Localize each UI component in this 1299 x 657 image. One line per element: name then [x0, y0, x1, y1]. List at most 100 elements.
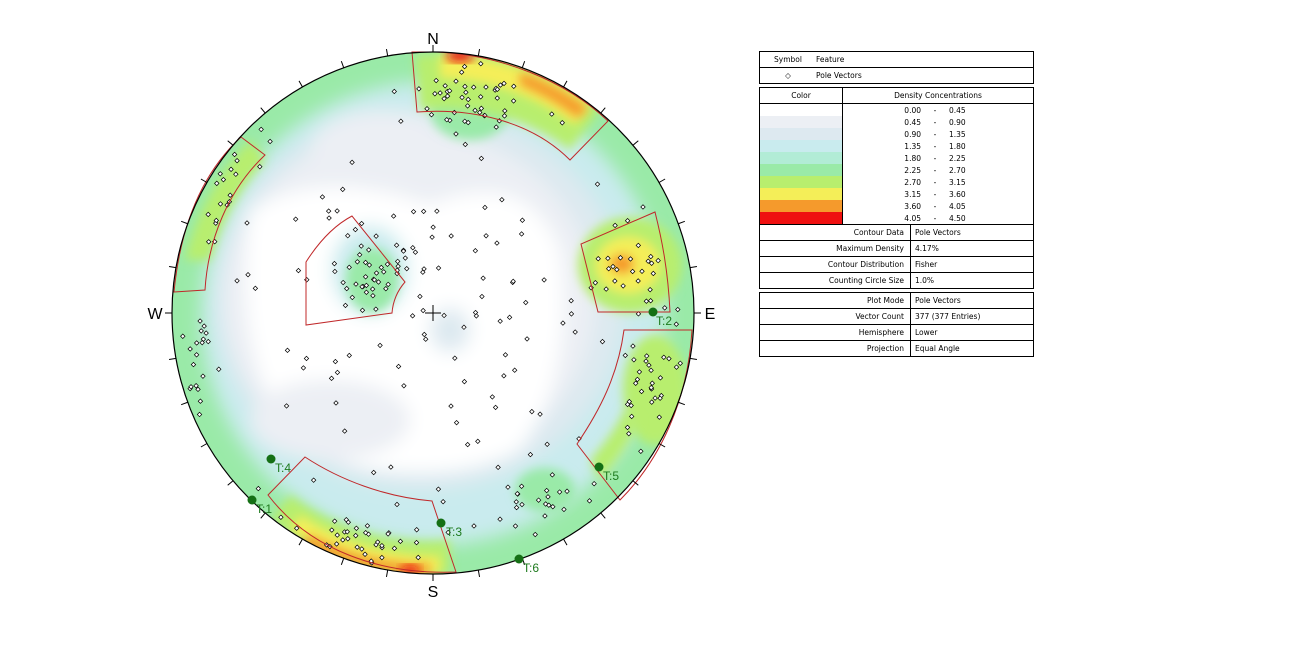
pole-point: [362, 551, 368, 558]
pole-point: [331, 260, 338, 267]
azimuth-tick: [678, 401, 686, 406]
pole-point: [463, 89, 469, 96]
legend-row: Plot Mode Pole Vectors: [760, 293, 1033, 308]
pole-point: [648, 367, 654, 374]
pole-point: [430, 224, 436, 230]
pole-point: [371, 277, 378, 283]
pole-point: [592, 280, 599, 286]
pole-point: [544, 441, 550, 447]
range-high: 1.35: [949, 129, 966, 139]
pole-point: [545, 494, 551, 500]
density-range-row: 0.00 - 0.45: [843, 104, 1033, 116]
azimuth-tick: [260, 107, 266, 114]
pole-point: [420, 208, 427, 215]
azimuth-tick: [563, 538, 568, 546]
legend-row: Maximum Density 4.17%: [760, 240, 1033, 256]
pole-point: [345, 233, 351, 239]
set-marker-t5: T:5: [594, 462, 619, 483]
pole-point: [673, 364, 680, 370]
set-label-t3: T:3: [446, 525, 462, 539]
pole-point: [359, 307, 366, 313]
pole-point: [559, 120, 565, 126]
pole-point: [511, 367, 518, 373]
pole-point: [640, 204, 646, 210]
set-label-t1: T:1: [256, 502, 272, 516]
azimuth-tick: [600, 107, 606, 114]
azimuth-tick: [477, 48, 481, 57]
legend-row-value: Pole Vectors: [910, 225, 1033, 240]
pole-point: [344, 529, 350, 535]
pole-symbol-icon: ◇: [785, 71, 791, 80]
azimuth-tick: [200, 178, 208, 183]
pole-point: [535, 497, 542, 503]
density-swatch: [760, 140, 842, 152]
legend: Symbol Feature ◇ Pole Vectors Color Dens…: [759, 51, 1034, 360]
west-label: W: [147, 306, 163, 323]
pole-point: [395, 263, 401, 269]
color-swatches: [760, 104, 843, 224]
plot-table: Plot Mode Pole Vectors Vector Count 377 (37…: [759, 292, 1034, 357]
pole-point: [394, 258, 401, 265]
pole-point: [340, 537, 346, 543]
pole-point: [532, 531, 538, 538]
pole-point: [606, 266, 612, 272]
pole-point: [622, 352, 628, 359]
azimuth-tick: [563, 80, 568, 88]
pole-point: [340, 279, 346, 286]
azimuth-tick: [632, 480, 639, 486]
pole-point: [234, 158, 240, 164]
pole-point: [332, 268, 338, 275]
pole-point: [203, 330, 209, 336]
pole-point: [502, 108, 508, 114]
pole-point: [461, 378, 468, 385]
pole-point: [459, 94, 465, 101]
pole-point: [465, 96, 471, 103]
pole-point: [617, 255, 624, 261]
pole-point: [440, 499, 446, 505]
pole-point: [245, 272, 251, 278]
pole-point: [595, 256, 601, 262]
azimuth-tick: [298, 538, 303, 546]
azimuth-tick: [658, 443, 666, 448]
legend-row-value: 4.17%: [910, 241, 1033, 256]
set-marker-t4: T:4: [266, 454, 291, 475]
pole-point: [374, 539, 381, 545]
pole-point: [610, 263, 616, 270]
pole-point: [255, 485, 262, 492]
pole-point: [471, 523, 477, 529]
pole-point: [442, 83, 448, 89]
pole-point: [482, 112, 488, 119]
density-ranges: 0.00-0.45 0.45-0.90 0.90-1.35 1.35-1.80 1.80…: [843, 104, 1033, 224]
pole-point: [283, 403, 290, 409]
pole-point: [478, 155, 485, 162]
pole-point: [437, 90, 443, 96]
pole-point: [655, 257, 661, 264]
pole-point: [494, 86, 501, 93]
pole-point: [620, 283, 626, 289]
range-low: 0.90: [904, 129, 921, 139]
pole-point: [366, 262, 373, 268]
pole-point: [464, 441, 471, 448]
pole-point: [417, 293, 423, 300]
pole-point: [346, 352, 352, 359]
density-range-row: 3.60 - 4.05: [843, 200, 1033, 212]
pole-point: [334, 208, 340, 214]
density-swatch: [760, 116, 842, 128]
pole-point: [329, 527, 335, 533]
pole-point: [494, 240, 500, 246]
pole-point: [257, 163, 263, 170]
pole-point: [502, 352, 509, 358]
pole-point: [646, 362, 652, 368]
pole-point: [524, 336, 530, 342]
range-dash: -: [933, 165, 937, 175]
pole-point: [267, 138, 273, 145]
pole-point: [293, 525, 300, 531]
pole-point: [409, 313, 416, 319]
pole-point: [187, 346, 193, 352]
pole-point: [197, 398, 204, 404]
pole-point: [612, 222, 618, 229]
range-low: 1.80: [904, 153, 921, 163]
pole-point: [395, 363, 402, 370]
range-dash: -: [933, 177, 937, 187]
density-swatch: [760, 212, 842, 224]
